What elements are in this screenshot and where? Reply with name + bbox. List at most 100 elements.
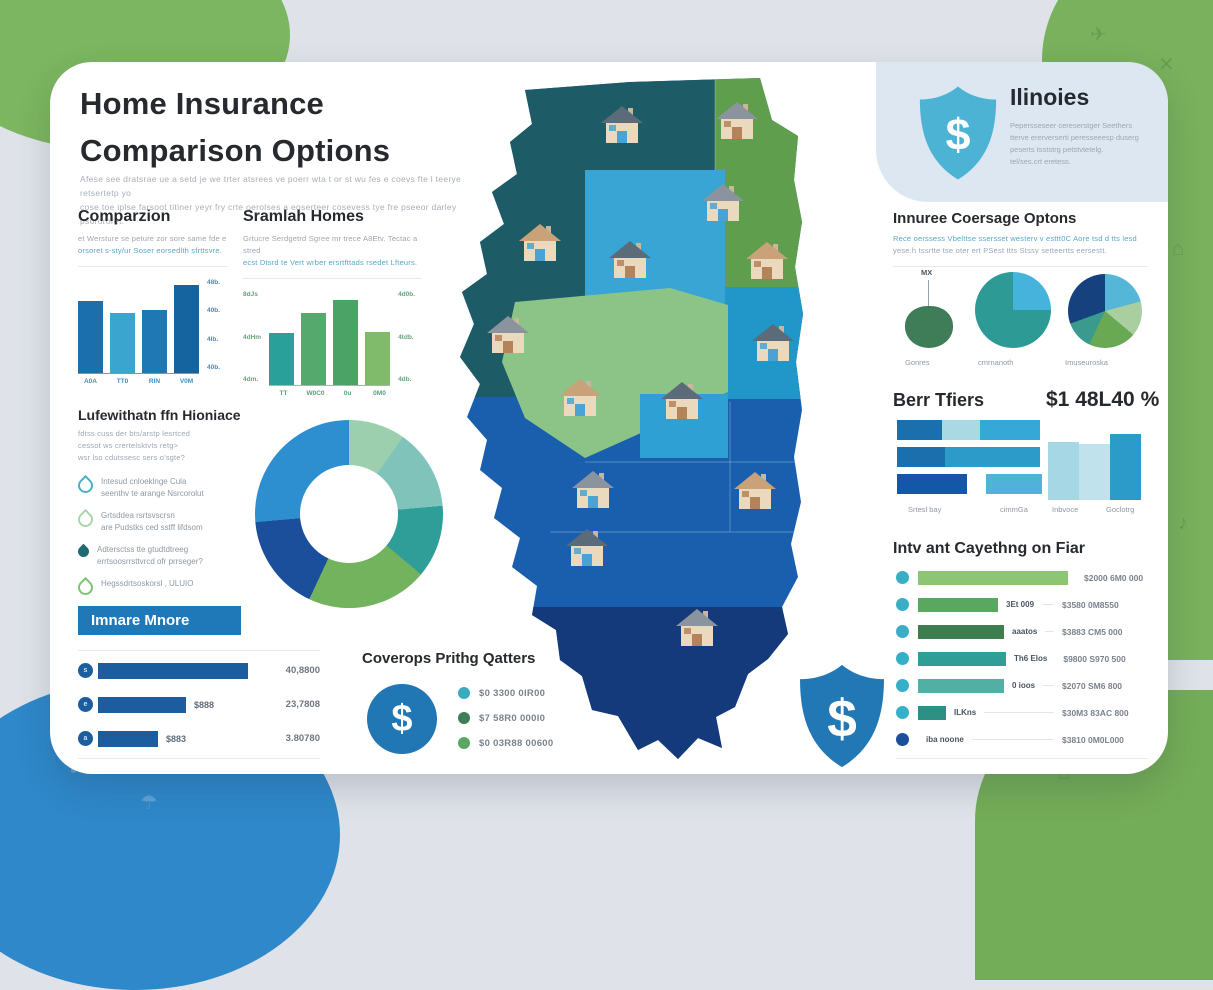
- bar: [365, 332, 391, 385]
- legend-item: $0 3300 0lR00: [458, 687, 553, 699]
- house-part: [742, 491, 749, 497]
- bar: [918, 597, 998, 612]
- house-icon: [559, 379, 601, 416]
- coverage-options-section: Innuree Coersage Optons Rece oerssess Vb…: [893, 210, 1148, 267]
- house-part: [487, 316, 529, 333]
- house-icon: [716, 102, 758, 139]
- pie-multi-label: Imuseuroska: [1065, 358, 1108, 367]
- house-part: [617, 260, 624, 266]
- house-part: [677, 407, 687, 419]
- row-leader-line: [971, 739, 1054, 740]
- apple-label: Gonres: [905, 358, 930, 367]
- row-leader-line: [1043, 685, 1054, 686]
- note-doodle-icon: ♪: [1178, 512, 1188, 534]
- house-part: [567, 398, 574, 404]
- page-subtitle: Afese see dratsrae ue a setd je we trter…: [80, 172, 475, 228]
- y-axis-label: 4tdb.: [398, 333, 414, 341]
- house-part: [580, 490, 587, 496]
- house-part: [750, 497, 760, 509]
- bar-segment: [967, 474, 986, 494]
- row-amount: $30M3 83AC 800: [1062, 707, 1129, 718]
- subtitle-line1: Afese see dratsrae ue a setd je we trter…: [80, 174, 462, 198]
- y-axis-label: 4db.: [398, 376, 412, 383]
- stacked-bar-row: [897, 474, 1042, 494]
- legend-label: $0 3300 0lR00: [479, 687, 546, 699]
- list-row: 0 ioos $2070 SM6 800: [896, 678, 1154, 693]
- map-region: [460, 78, 715, 170]
- row-dot-icon: [896, 706, 909, 719]
- y-axis-label: 8dJs: [243, 291, 258, 298]
- row-leader-line: [984, 712, 1054, 713]
- legend-label: $0 03R88 00600: [479, 737, 554, 749]
- apple-figure: [905, 306, 953, 348]
- best-tiers-columns: [1048, 434, 1144, 500]
- y-axis-label: 40b.: [207, 363, 221, 371]
- x-axis-label: 0u: [343, 390, 352, 397]
- illinois-map: [460, 78, 803, 759]
- house-part: [609, 241, 651, 258]
- bar: [142, 310, 167, 373]
- house-part: [566, 529, 608, 546]
- row-badge-icon: a: [78, 731, 93, 746]
- suburban-x-axis-labels: TT W0C0 0u 0M0: [271, 390, 421, 397]
- row-dot-icon: [896, 571, 909, 584]
- divider: [243, 278, 421, 279]
- x-axis-label: 0M0: [373, 390, 386, 397]
- bar: [269, 333, 295, 385]
- bar-amount: 40,8800: [285, 665, 320, 676]
- list-item-line: Grtsddea rsrtsvscrsn: [101, 511, 175, 520]
- comparison-x-axis-labels: A0A TT0 RlN V0M: [78, 378, 228, 385]
- house-part: [601, 106, 643, 123]
- row-label: iba noone: [926, 735, 964, 744]
- bar-segment: [980, 420, 1040, 440]
- list-item: Intesud cnloeklnge Cula seenthv te arange…: [74, 474, 246, 499]
- insurance-bar-row: s 40,8800: [78, 662, 320, 679]
- pie-two-label: cmrnanoth: [978, 358, 1014, 367]
- list-row: Th6 Elos $9800 S970 500: [896, 651, 1154, 666]
- suburban-left-axis-labels: 8dJs 4dHm 4dm.: [243, 289, 261, 383]
- x-axis-label: TT0: [116, 378, 129, 385]
- lifewithin-desc-line: cessot ws crertelsktvts retg>: [78, 441, 179, 450]
- x-axis-label: A0A: [83, 378, 97, 385]
- list-item: Grtsddea rsrtsvscrsn are Pudstks ced sstf…: [74, 508, 246, 533]
- house-icon: [746, 242, 788, 279]
- list-row: 3Et 009 $3580 0M8550: [896, 597, 1154, 612]
- legend-item: $7 58R0 000l0: [458, 712, 553, 724]
- suburban-desc1: Grtucre Serdgetrd Sgree mr trece A8Etv. …: [243, 234, 418, 255]
- bar-amount: 23,7808: [285, 699, 320, 710]
- illinois-heading: Ilinoies: [1010, 84, 1090, 110]
- list-row: ILKns $30M3 83AC 800: [896, 705, 1154, 720]
- row-leader-line: [1042, 604, 1054, 605]
- droplet-icon: [75, 543, 92, 560]
- divider: [78, 758, 320, 759]
- column-bar: [1110, 434, 1141, 500]
- list-item-text: Hegssdrtsoskorsl , ULUIO: [101, 578, 193, 590]
- bar-mid-label: $888: [194, 699, 215, 710]
- y-axis-label: 4lb.: [207, 335, 219, 343]
- row-label: 0 ioos: [1012, 681, 1036, 690]
- house-part: [692, 634, 702, 646]
- insurance-bar-row: a $883 3.80780: [78, 730, 320, 747]
- divider: [893, 266, 1148, 267]
- best-tiers-label: Srtesl bay: [908, 505, 942, 514]
- suburban-right-axis-labels: 4d0b. 4tdb. 4db.: [398, 289, 415, 383]
- close-doodle-icon: ✕: [1158, 54, 1175, 76]
- lifewithin-heading: Lufewithatn ffn Hioniace: [78, 407, 241, 423]
- legend-dot: [458, 737, 470, 749]
- divider: [78, 650, 320, 651]
- coverage-options-heading: Innuree Coersage Optons: [893, 210, 1077, 227]
- house-part: [752, 324, 794, 341]
- bar-segment: [945, 447, 1040, 467]
- house-part: [519, 224, 561, 241]
- row-dot-icon: [896, 598, 909, 611]
- comparison-y-axis-labels: 48b. 40b. 4lb. 40b.: [207, 277, 220, 371]
- comparison-panel: Comparzion et Wersture se peture zor sor…: [78, 208, 228, 385]
- coverage-options-desc2: yese.h tssrtte tse oter ert PSest ttts S…: [893, 246, 1107, 255]
- house-icon: [752, 324, 794, 361]
- y-axis-label: 40b.: [207, 307, 221, 315]
- best-tiers-value: $1 48L40 %: [1046, 388, 1160, 411]
- house-part: [572, 471, 614, 488]
- car-doodle-icon: ⌂: [1172, 238, 1185, 260]
- house-icon: [734, 472, 776, 509]
- bar: [918, 624, 1004, 639]
